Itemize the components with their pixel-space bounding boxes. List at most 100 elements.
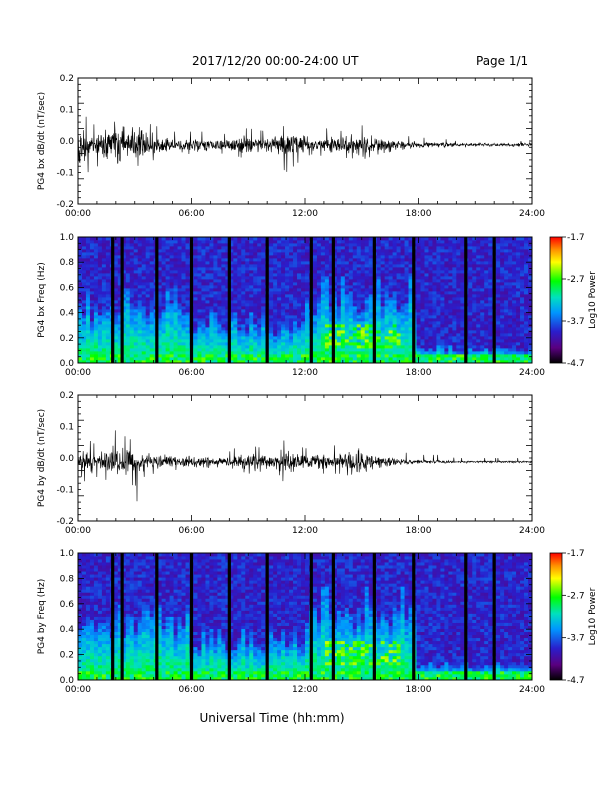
heatmap-cell [336, 291, 342, 295]
heatmap-cell [121, 330, 127, 334]
heatmap-cell [137, 324, 143, 328]
heatmap-cell [261, 258, 266, 262]
heatmap-cell [181, 285, 186, 289]
heatmap-cell [241, 330, 246, 334]
heatmap-cell [293, 318, 298, 322]
heatmap-cell [273, 315, 278, 319]
heatmap-cell [289, 336, 294, 340]
heatmap-cell [500, 237, 505, 241]
heatmap-cell [229, 306, 234, 310]
heatmap-cell [229, 246, 234, 250]
heatmap-cell [101, 306, 107, 310]
heatmap-cell [289, 348, 294, 352]
heatmap-cell [360, 279, 366, 283]
heatmap-cell [396, 327, 401, 331]
heatmap-cell [400, 240, 405, 244]
heatmap-cell [476, 324, 481, 328]
heatmap-cell [78, 264, 83, 268]
heatmap-cell [468, 285, 473, 289]
heatmap-cell [376, 360, 382, 364]
heatmap-cell [301, 294, 306, 298]
heatmap-cell [320, 273, 326, 277]
heatmap-cell [384, 279, 390, 283]
heatmap-cell [496, 303, 501, 307]
heatmap-cell [316, 348, 322, 352]
heatmap-cell [396, 267, 401, 271]
heatmap-cell [217, 237, 222, 241]
heatmap-cell [476, 264, 481, 268]
heatmap-cell [392, 297, 397, 301]
heatmap-cell [221, 333, 226, 337]
heatmap-cell [408, 333, 413, 337]
heatmap-cell [129, 294, 135, 298]
heatmap-cell [93, 357, 99, 361]
heatmap-cell [125, 255, 131, 259]
heatmap-cell [141, 264, 147, 268]
heatmap-cell [516, 276, 521, 280]
heatmap-cell [81, 291, 87, 295]
heatmap-cell [305, 354, 310, 358]
heatmap-cell [261, 243, 266, 247]
heatmap-cell [93, 306, 99, 310]
heatmap-cell [524, 252, 529, 256]
heatmap-cell [78, 300, 83, 304]
heatmap-cell [89, 360, 95, 364]
heatmap-cell [165, 324, 170, 328]
heatmap-cell [520, 249, 525, 253]
heatmap-cell [245, 306, 250, 310]
heatmap-cell [137, 321, 143, 325]
heatmap-cell [85, 345, 91, 349]
heatmap-cell [225, 342, 230, 346]
heatmap-cell [125, 288, 131, 292]
panel-1-trace [77, 116, 533, 173]
heatmap-cell [400, 282, 405, 286]
heatmap-cell [392, 282, 397, 286]
heatmap-cell [185, 252, 190, 256]
heatmap-cell [161, 360, 167, 364]
heatmap-cell [352, 267, 358, 271]
heatmap-cell [408, 309, 413, 313]
heatmap-cell [336, 279, 342, 283]
heatmap-cell [484, 357, 489, 361]
heatmap-cell [229, 285, 234, 289]
heatmap-cell [233, 354, 238, 358]
heatmap-cell [121, 297, 127, 301]
heatmap-cell [332, 285, 338, 289]
heatmap-cell [312, 309, 318, 313]
heatmap-cell [281, 306, 286, 310]
heatmap-cell [324, 264, 330, 268]
heatmap-cell [452, 294, 457, 298]
heatmap-cell [320, 237, 326, 241]
heatmap-cell [205, 348, 210, 352]
heatmap-cell [432, 255, 437, 259]
heatmap-cell [460, 324, 465, 328]
heatmap-cell [209, 270, 214, 274]
heatmap-cell [404, 345, 409, 349]
heatmap-cell [277, 282, 282, 286]
heatmap-cell [444, 315, 449, 319]
heatmap-cell [193, 288, 198, 292]
heatmap-cell [165, 360, 170, 364]
heatmap-cell [257, 300, 262, 304]
heatmap-cell [480, 354, 485, 358]
heatmap-cell [344, 291, 350, 295]
heatmap-cell [225, 267, 230, 271]
heatmap-cell [380, 306, 386, 310]
heatmap-cell [416, 342, 421, 346]
heatmap-cell [117, 360, 123, 364]
heatmap-cell [328, 255, 334, 259]
heatmap-cell [133, 333, 139, 337]
heatmap-cell [117, 333, 123, 337]
heatmap-cell [528, 309, 533, 313]
heatmap-cell [404, 327, 409, 331]
heatmap-cell [428, 330, 433, 334]
heatmap-cell [78, 354, 83, 358]
heatmap-cell [85, 330, 91, 334]
heatmap-cell [113, 357, 119, 361]
heatmap-cell [149, 240, 155, 244]
heatmap-cell [460, 288, 465, 292]
heatmap-cell [504, 300, 509, 304]
heatmap-cell [285, 351, 290, 355]
heatmap-cell [293, 324, 298, 328]
heatmap-cell [388, 309, 394, 313]
